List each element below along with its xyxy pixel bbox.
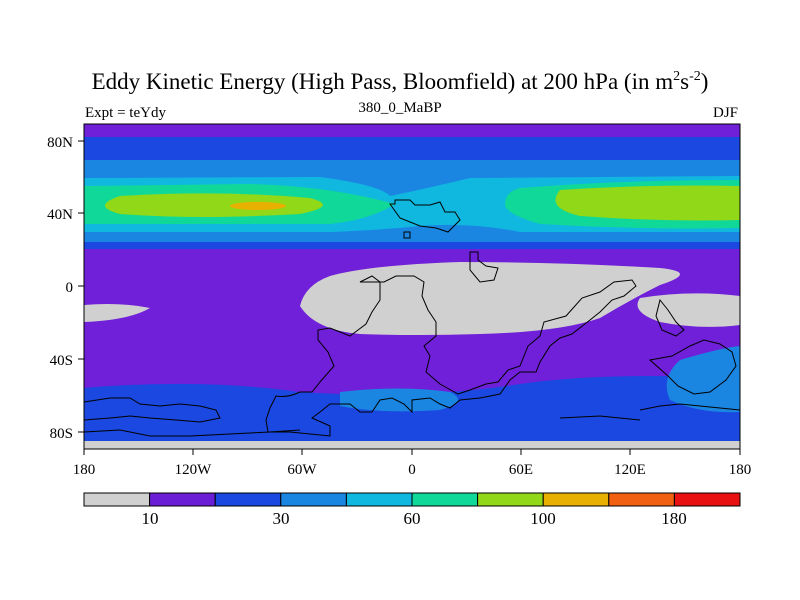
lon-tick-label: 60W xyxy=(287,462,317,478)
plot-subtitle: 380_0_MaBP xyxy=(358,100,442,116)
colorbar xyxy=(83,492,741,507)
colorbar-swatch xyxy=(345,492,413,507)
lon-tick-label: 180 xyxy=(729,462,752,478)
lat-axis xyxy=(78,140,84,433)
band-pacific-yellowgreen xyxy=(555,185,740,221)
lon-axis xyxy=(83,449,741,455)
band-atlantic-yellowgreen xyxy=(105,193,323,217)
max-orange-patch xyxy=(230,202,286,210)
region-tropical-low xyxy=(300,262,680,335)
lat-tick-label: 80S xyxy=(50,426,73,442)
plot-title: Eddy Kinetic Energy (High Pass, Bloomfie… xyxy=(91,69,709,94)
lat-tick-label: 80N xyxy=(47,135,73,151)
lon-tick-label: 120E xyxy=(614,462,646,478)
contour-field xyxy=(84,124,740,449)
colorbar-swatch xyxy=(149,492,216,507)
colorbar-label: 30 xyxy=(273,509,290,528)
lon-tick-label: 60E xyxy=(509,462,533,478)
patch-south-pacific xyxy=(666,346,740,413)
lon-tick-label: 120W xyxy=(175,462,213,478)
colorbar-swatch xyxy=(477,492,544,507)
colorbar-label: 60 xyxy=(404,509,421,528)
region-west-low xyxy=(84,304,150,322)
region-east-low xyxy=(637,293,740,327)
colorbar-label: 10 xyxy=(142,509,159,528)
season-label: DJF xyxy=(712,105,738,121)
patch-south-indian xyxy=(340,388,458,412)
colorbar-swatch xyxy=(83,492,151,507)
coastlines xyxy=(84,199,740,437)
colorbar-swatch xyxy=(214,492,282,507)
experiment-label: Expt = teYdy xyxy=(85,105,166,121)
colorbar-label: 100 xyxy=(530,509,556,528)
lon-tick-label: 0 xyxy=(408,462,416,478)
lon-tick-label: 180 xyxy=(73,462,96,478)
colorbar-swatch xyxy=(280,492,347,507)
lat-tick-label: 0 xyxy=(66,280,74,296)
colorbar-swatch xyxy=(673,492,741,507)
lat-tick-label: 40N xyxy=(47,207,73,223)
colorbar-swatch xyxy=(542,492,610,507)
lat-tick-label: 40S xyxy=(50,353,73,369)
colorbar-swatch xyxy=(411,492,479,507)
colorbar-label: 180 xyxy=(661,509,687,528)
antarctic-grey xyxy=(84,441,740,449)
colorbar-swatch xyxy=(608,492,675,507)
